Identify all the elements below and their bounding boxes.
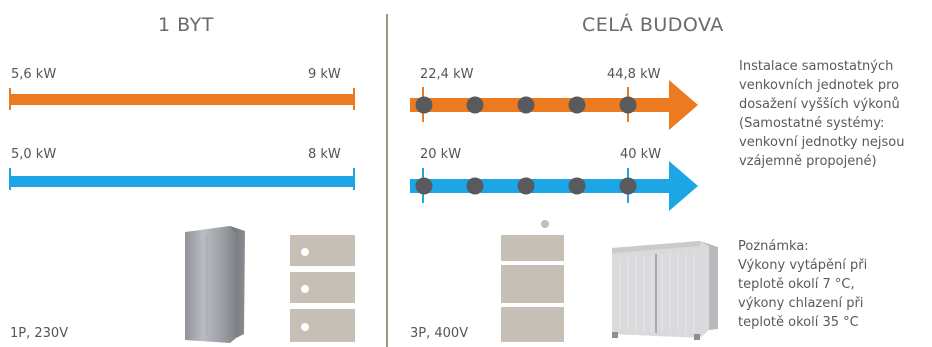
note-line: výkony chlazení při xyxy=(738,296,864,311)
note-line: teplotě okolí 7 °C, xyxy=(738,277,855,292)
single-cooling-max-label: 8 kW xyxy=(308,147,341,162)
building-power-supply-label: 3P, 400V xyxy=(410,326,469,341)
single-cooling-min-label: 5,0 kW xyxy=(11,147,57,162)
single-heating-max-label: 9 kW xyxy=(308,67,341,82)
building-heating-max-label: 44,8 kW xyxy=(607,67,661,82)
single-heating-range-bar xyxy=(10,94,355,105)
description-line: (Samostatné systémy: xyxy=(739,116,885,131)
building-stacked-units-icon xyxy=(501,220,564,342)
building-heating-min-label: 22,4 kW xyxy=(420,67,474,82)
heating-unit-node xyxy=(568,96,586,114)
stacked-outdoor-units-icon xyxy=(290,235,355,342)
description-line: venkovní jednotky nejsou xyxy=(739,135,905,150)
conditions-note: Poznámka: Výkony vytápění při teplotě ok… xyxy=(738,237,867,332)
building-heating-unit-nodes xyxy=(415,96,637,114)
section-divider xyxy=(386,14,388,347)
description-line: venkovních jednotek pro xyxy=(739,78,900,93)
cooling-unit-node xyxy=(517,177,535,195)
building-description: Instalace samostatných venkovních jednot… xyxy=(739,57,904,171)
vrf-outdoor-unit-icon xyxy=(612,241,718,340)
note-line: Poznámka: xyxy=(738,239,809,254)
building-cooling-min-label: 20 kW xyxy=(420,147,462,162)
building-cooling-unit-nodes xyxy=(415,177,637,195)
description-line: Instalace samostatných xyxy=(739,59,894,74)
note-line: teplotě okolí 35 °C xyxy=(738,315,859,330)
whole-building-title: CELÁ BUDOVA xyxy=(582,14,724,36)
single-apartment-title: 1 BYT xyxy=(158,14,214,36)
building-heating-arrow-head xyxy=(669,80,698,130)
cooling-unit-node xyxy=(415,177,433,195)
description-line: vzájemně propojené) xyxy=(739,154,877,169)
building-cooling-max-label: 40 kW xyxy=(620,147,662,162)
cooling-unit-node xyxy=(466,177,484,195)
single-heating-min-label: 5,6 kW xyxy=(11,67,57,82)
heating-unit-node xyxy=(415,96,433,114)
building-heating-arrow xyxy=(410,80,698,130)
single-cooling-range-bar xyxy=(10,176,355,187)
note-line: Výkony vytápění při xyxy=(738,258,868,273)
cooling-unit-node xyxy=(568,177,586,195)
cooling-unit-node xyxy=(619,177,637,195)
heating-unit-node xyxy=(517,96,535,114)
heating-unit-node xyxy=(619,96,637,114)
description-line: dosažení vyšších výkonů xyxy=(739,97,900,112)
heating-unit-node xyxy=(466,96,484,114)
indoor-unit-icon xyxy=(185,226,245,343)
building-cooling-arrow-head xyxy=(669,161,698,211)
single-power-supply-label: 1P, 230V xyxy=(10,326,69,341)
building-cooling-arrow xyxy=(410,161,698,211)
